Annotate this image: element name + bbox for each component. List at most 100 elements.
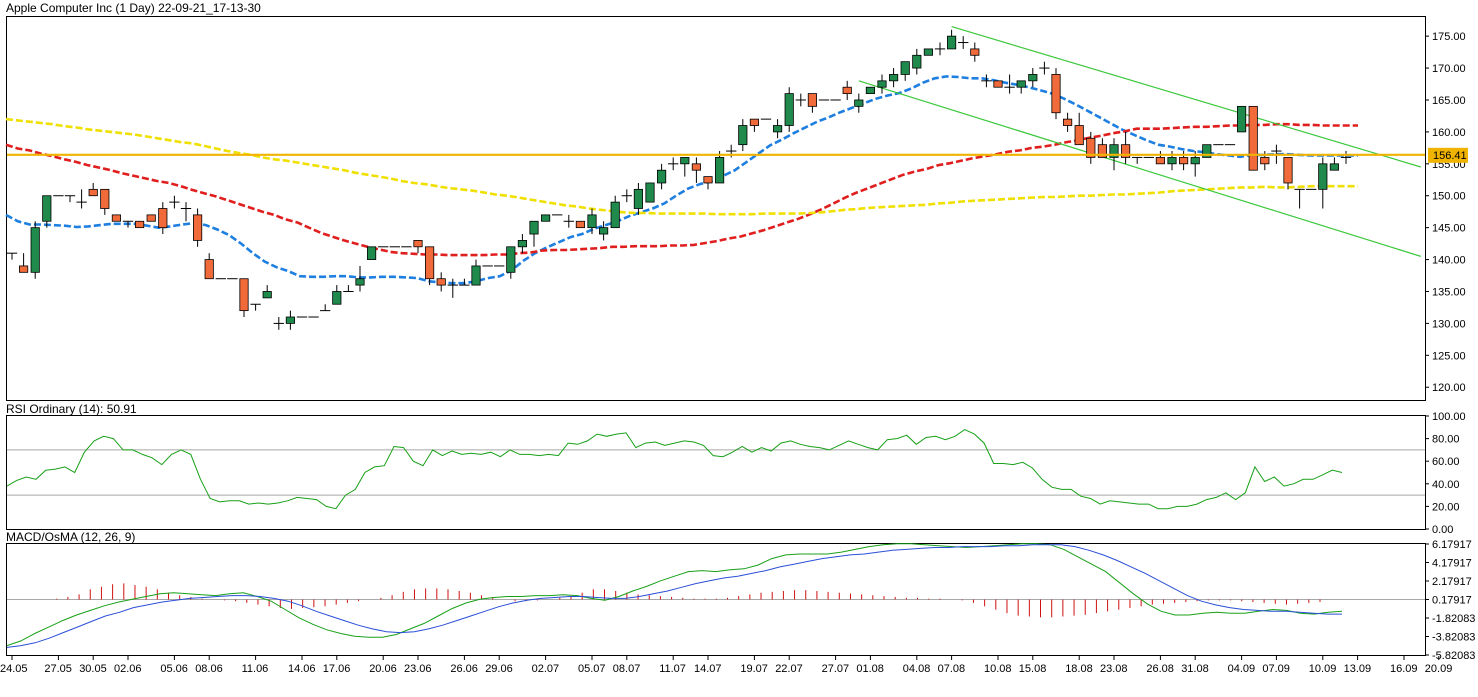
candle bbox=[807, 93, 817, 113]
macd-y-tick-label: 2.17917 bbox=[1432, 576, 1472, 588]
x-tick-label: 26.06 bbox=[450, 663, 478, 675]
candle-up-body bbox=[332, 291, 342, 305]
x-tick-label: 16.09 bbox=[1390, 663, 1418, 675]
price-panel-frame bbox=[6, 16, 1426, 401]
candle bbox=[122, 220, 134, 228]
candle bbox=[645, 182, 655, 203]
candle bbox=[1016, 80, 1026, 94]
candle bbox=[680, 157, 690, 177]
candle-down-body bbox=[1097, 144, 1107, 158]
x-tick-label: 14.06 bbox=[288, 663, 316, 675]
candle bbox=[436, 272, 446, 292]
candle bbox=[610, 195, 620, 229]
candle-down-body bbox=[193, 214, 203, 241]
macd-title: MACD/OsMA (12, 26, 9) bbox=[6, 530, 135, 544]
price-y-tick-label: 145.00 bbox=[1432, 223, 1466, 235]
price-y-tick-label: 120.00 bbox=[1432, 382, 1466, 394]
x-tick-label: 19.07 bbox=[740, 663, 768, 675]
x-tick-label: 30.05 bbox=[79, 663, 107, 675]
price-y-tick-label: 160.00 bbox=[1432, 127, 1466, 139]
candle-down-body bbox=[100, 188, 110, 209]
candle-down-body bbox=[1260, 157, 1270, 165]
candle-down-body bbox=[691, 163, 701, 171]
x-tick-label: 10.08 bbox=[984, 663, 1012, 675]
candle bbox=[1237, 105, 1247, 133]
price-y-tick-label: 150.00 bbox=[1432, 191, 1466, 203]
macd-panel: MACD/OsMA (12, 26, 9) 6.17917 4.17917 2.17… bbox=[6, 530, 1475, 662]
rsi-line bbox=[6, 429, 1343, 510]
candle-up-body bbox=[1167, 157, 1177, 165]
candle bbox=[262, 285, 272, 299]
candle bbox=[76, 189, 87, 209]
candle bbox=[285, 310, 295, 330]
channel-lower bbox=[858, 80, 1421, 257]
last-price-label: 156.41 bbox=[1433, 150, 1467, 162]
rsi-panel: RSI Ordinary (14): 50.91 100.00 80.00 60.0… bbox=[6, 402, 1466, 536]
candle bbox=[633, 182, 643, 215]
candle bbox=[1086, 131, 1096, 164]
candle bbox=[355, 265, 365, 292]
x-tick-label: 31.08 bbox=[1181, 663, 1209, 675]
candle bbox=[773, 119, 783, 139]
candle bbox=[912, 48, 922, 75]
rsi-panel-frame bbox=[6, 415, 1426, 530]
candle-up-body bbox=[738, 125, 748, 146]
candle bbox=[239, 278, 249, 318]
candle bbox=[993, 80, 1003, 88]
x-tick-label: 11.07 bbox=[659, 663, 686, 675]
candle bbox=[900, 61, 910, 81]
x-tick-label: 27.07 bbox=[822, 663, 850, 675]
candle bbox=[320, 304, 331, 312]
x-tick-label: 23.06 bbox=[404, 663, 432, 675]
candle bbox=[42, 195, 52, 228]
candle-down-body bbox=[19, 265, 29, 273]
candle bbox=[1155, 151, 1165, 165]
candle-up-body bbox=[1318, 163, 1328, 190]
candle bbox=[621, 189, 632, 203]
candle bbox=[587, 208, 597, 235]
series-ma_mid bbox=[5, 122, 1358, 257]
series-ma_slow bbox=[5, 117, 1358, 216]
candle bbox=[1294, 188, 1305, 209]
candle-down-body bbox=[842, 86, 852, 95]
x-tick-label: 02.07 bbox=[532, 663, 560, 675]
candle bbox=[738, 119, 748, 152]
price-y-tick-label: 175.00 bbox=[1432, 31, 1466, 43]
candle bbox=[795, 93, 806, 107]
candle-down-body bbox=[749, 118, 759, 126]
candle-up-body bbox=[285, 316, 295, 324]
candle-up-body bbox=[506, 246, 516, 273]
candle bbox=[703, 176, 713, 190]
candle bbox=[563, 214, 574, 228]
candle-up-body bbox=[1237, 105, 1247, 133]
candle bbox=[749, 118, 759, 132]
candle bbox=[459, 278, 470, 286]
candle-up-body bbox=[633, 188, 643, 209]
candle-down-body bbox=[239, 278, 249, 312]
candle-up-body bbox=[657, 169, 667, 184]
candle bbox=[1121, 131, 1131, 164]
candle-down-body bbox=[135, 220, 145, 229]
x-tick-label: 02.06 bbox=[114, 663, 142, 675]
rsi-y-tick-label: 100.00 bbox=[1432, 411, 1466, 423]
candle bbox=[332, 285, 342, 305]
candle bbox=[193, 208, 203, 247]
x-tick-label: 01.08 bbox=[856, 663, 884, 675]
rsi-y-tick-label: 80.00 bbox=[1432, 434, 1460, 446]
x-tick-label: 17.06 bbox=[323, 663, 351, 675]
candle-down-body bbox=[1155, 157, 1165, 165]
candle bbox=[1074, 112, 1084, 146]
candle-up-body bbox=[923, 48, 933, 56]
candle-up-body bbox=[262, 291, 272, 299]
x-tick-label: 07.09 bbox=[1262, 663, 1290, 675]
candle-up-body bbox=[680, 157, 690, 165]
channel-upper bbox=[951, 26, 1421, 168]
x-tick-label: 05.07 bbox=[578, 663, 606, 675]
candle-up-body bbox=[30, 227, 40, 273]
x-tick-label: 23.08 bbox=[1100, 663, 1128, 675]
price-title-box bbox=[0, 0, 254, 16]
candle-up-body bbox=[889, 74, 899, 82]
candle bbox=[877, 74, 887, 94]
price-y-axis: 175.00170.00165.00160.00155.00150.00145.… bbox=[1425, 31, 1466, 394]
candle bbox=[506, 246, 516, 279]
